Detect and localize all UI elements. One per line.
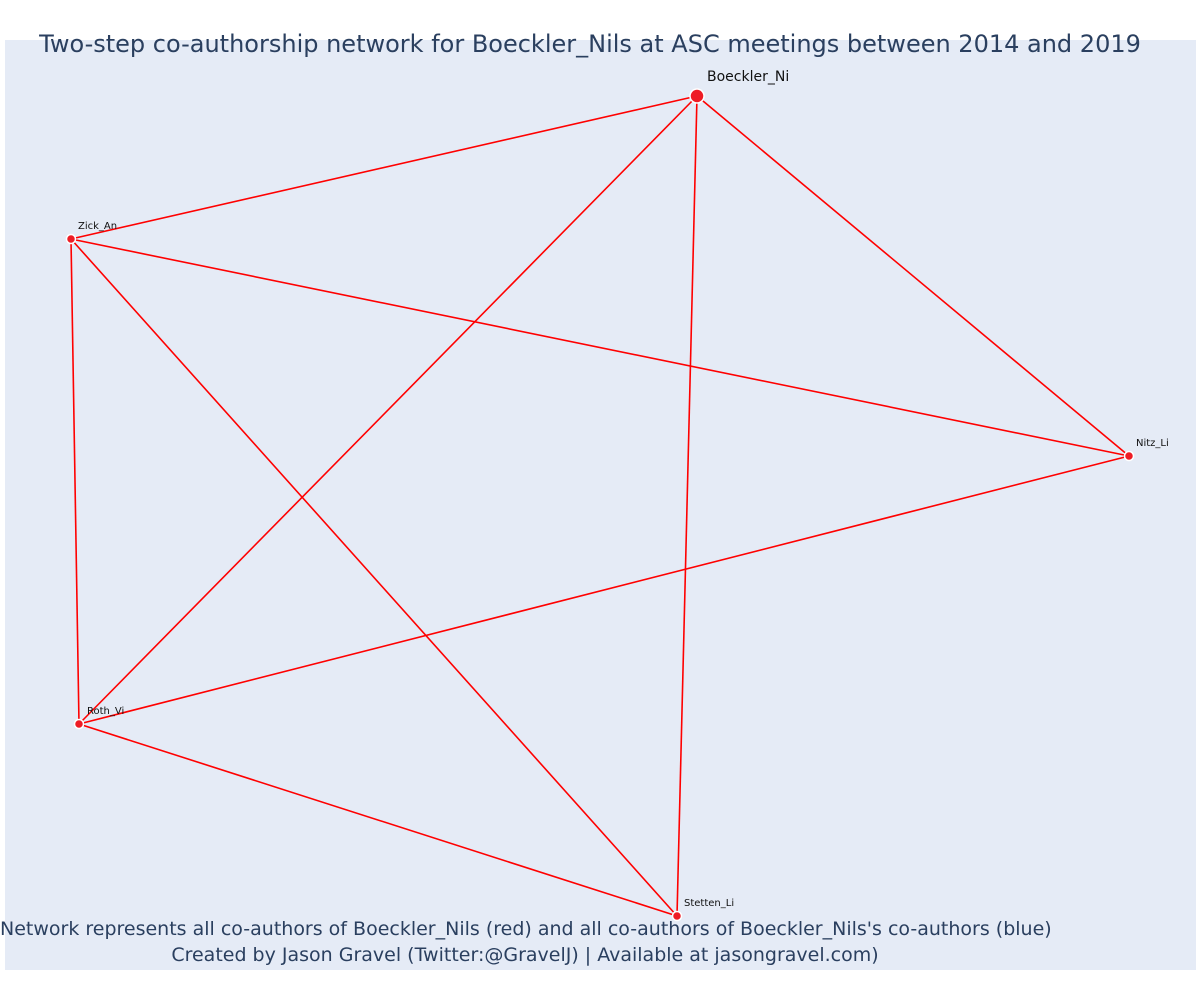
nodes-layer — [65, 88, 1135, 922]
node-label-Stetten_Li: Stetten_Li — [684, 898, 734, 909]
node-Boeckler_Ni[interactable] — [689, 88, 705, 104]
edge-Zick_An-Nitz_Li — [70, 238, 1130, 457]
node-label-Roth_Vi: Roth_Vi — [87, 706, 124, 717]
caption-line-2: Created by Jason Gravel (Twitter:@Gravel… — [171, 944, 879, 966]
edge-Boeckler_Ni-Roth_Vi — [78, 95, 698, 725]
edge-Roth_Vi-Nitz_Li — [78, 455, 1130, 725]
edge-Boeckler_Ni-Stetten_Li — [676, 95, 698, 917]
labels-layer: Boeckler_Ni Zick_An Nitz_Li Roth_Vi Stetten_… — [78, 69, 1169, 909]
edge-Zick_An-Roth_Vi — [70, 238, 80, 725]
edges-layer — [70, 95, 1130, 917]
node-Zick_An[interactable] — [65, 233, 77, 245]
caption-line-1: Network represents all co-authors of Boe… — [0, 918, 1052, 940]
node-Roth_Vi[interactable] — [73, 718, 85, 730]
edge-Boeckler_Ni-Zick_An — [70, 95, 698, 240]
node-label-Nitz_Li: Nitz_Li — [1136, 438, 1169, 449]
node-Nitz_Li[interactable] — [1123, 450, 1135, 462]
edge-Boeckler_Ni-Nitz_Li — [696, 95, 1130, 457]
chart-title: Two-step co-authorship network for Boeck… — [39, 30, 1141, 58]
node-Stetten_Li[interactable] — [671, 910, 683, 922]
edge-Roth_Vi-Stetten_Li — [78, 723, 678, 917]
node-label-Boeckler_Ni: Boeckler_Ni — [707, 69, 789, 85]
edge-Zick_An-Stetten_Li — [70, 238, 678, 917]
node-label-Zick_An: Zick_An — [78, 221, 117, 232]
